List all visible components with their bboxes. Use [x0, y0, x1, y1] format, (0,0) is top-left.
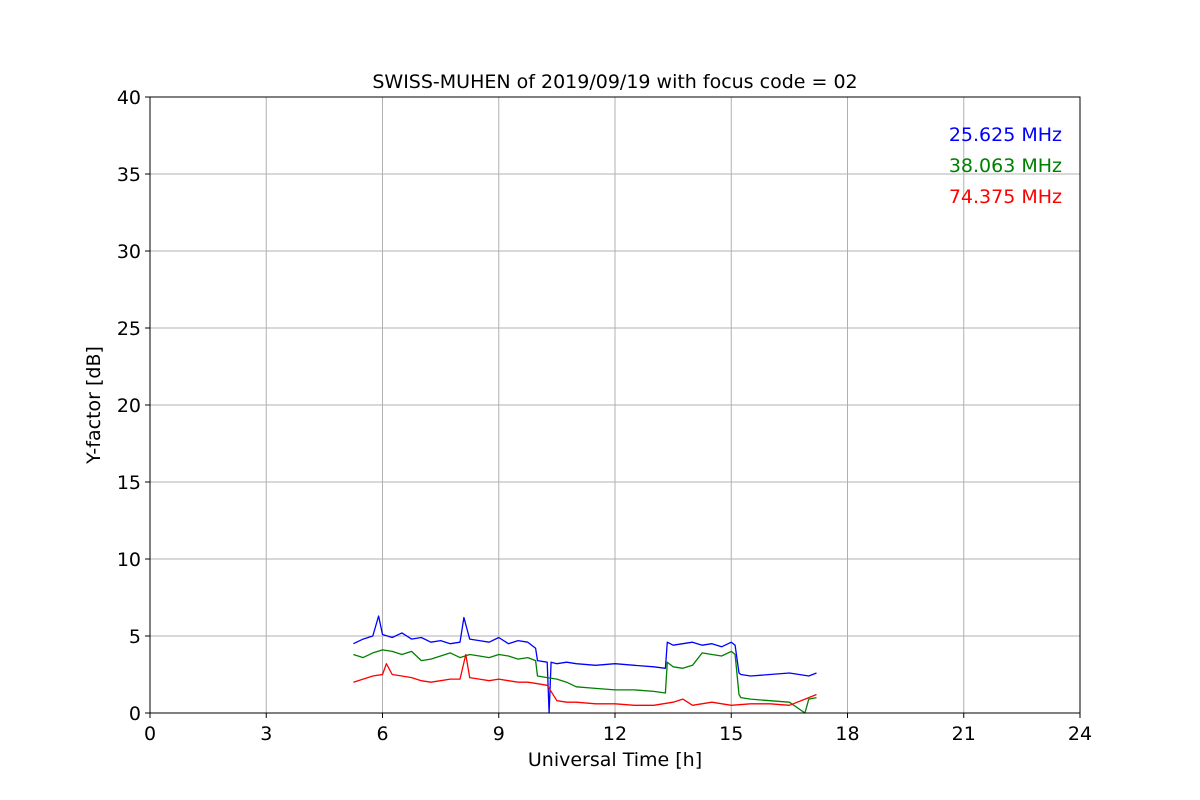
grid — [149, 96, 1081, 714]
x-tick-label: 24 — [1068, 723, 1092, 745]
legend-entry-2: 74.375 MHz — [949, 186, 1062, 208]
series-line-1 — [353, 649, 817, 714]
y-tick-label: 40 — [117, 87, 141, 109]
y-tick-label: 0 — [129, 703, 141, 725]
y-tick-label: 25 — [117, 318, 141, 340]
legend: 25.625 MHz 38.063 MHz 74.375 MHz — [949, 124, 1062, 208]
y-tick-label: 30 — [117, 241, 141, 263]
chart-title: SWISS-MUHEN of 2019/09/19 with focus cod… — [372, 71, 857, 93]
x-tick-label: 9 — [493, 723, 505, 745]
x-tick-label: 12 — [603, 723, 627, 745]
x-tick-label: 15 — [719, 723, 743, 745]
y-axis-label: Y-factor [dB] — [83, 346, 105, 465]
x-tick-label: 3 — [260, 723, 272, 745]
y-tick-label: 35 — [117, 164, 141, 186]
x-axis-label: Universal Time [h] — [528, 749, 702, 771]
series-line-0 — [353, 615, 817, 714]
x-tick-label: 18 — [835, 723, 859, 745]
x-tick-label: 21 — [952, 723, 976, 745]
x-tick-label: 6 — [376, 723, 388, 745]
legend-entry-0: 25.625 MHz — [949, 124, 1062, 146]
x-tick-label: 0 — [144, 723, 156, 745]
y-tick-label: 5 — [129, 626, 141, 648]
ticks: 0 3 6 9 12 15 18 21 24 0 5 10 15 20 25 30 35 40 — [117, 87, 1092, 745]
y-tick-label: 10 — [117, 549, 141, 571]
y-tick-label: 15 — [117, 472, 141, 494]
series-layer — [353, 615, 817, 714]
y-tick-label: 20 — [117, 395, 141, 417]
series-line-2 — [353, 653, 817, 706]
legend-entry-1: 38.063 MHz — [949, 155, 1062, 177]
